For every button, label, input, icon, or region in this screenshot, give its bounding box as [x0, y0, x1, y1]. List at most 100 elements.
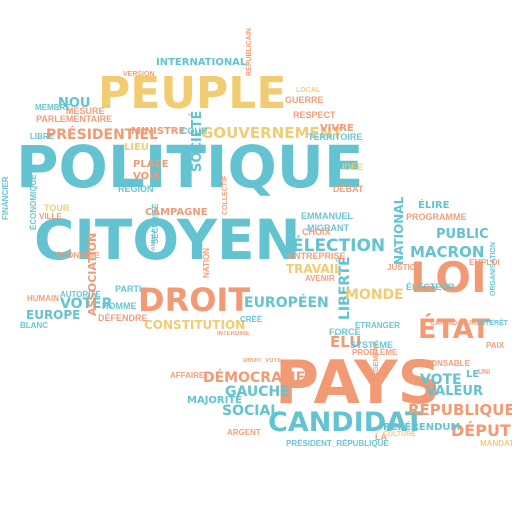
word-macron: MACRON: [410, 243, 485, 261]
word-cree: CRÉÉ: [240, 315, 263, 324]
word-respect: RESPECT: [293, 110, 336, 120]
word-republique: RÉPUBLIQUE: [408, 401, 512, 419]
word-election: ÉLECTION: [292, 236, 386, 256]
word-gouvernement: GOUVERNEMENT: [201, 124, 343, 142]
word-president-republique: PRÉSIDENT_RÉPUBLIQUE: [286, 439, 389, 448]
word-majorite: MAJORITÉ: [187, 395, 242, 406]
word-droit: DROIT: [138, 281, 251, 319]
word-national: NATIONAL: [392, 196, 406, 265]
word-region: RÉGION: [118, 184, 154, 194]
word-nou: NOU: [58, 96, 91, 111]
word-culture: CULTURE: [383, 431, 416, 438]
word-pays: PAYS: [275, 348, 441, 418]
word-gauche: GAUCHE: [225, 384, 290, 400]
word-association: ASSOCIATION: [86, 232, 99, 316]
word-migrant: MIGRANT: [307, 223, 349, 233]
word-citoyen: CITOYEN: [34, 208, 301, 272]
word-uni: UNI: [478, 369, 491, 376]
word-mesure: MESURE: [66, 106, 105, 116]
word-presidentiel: PRÉSIDENTIEL: [46, 127, 159, 143]
word-emploi: EMPLOI: [469, 258, 500, 267]
word-responsable: RESPONSABLE: [409, 359, 470, 368]
word-economie: ÉCONOMIE: [56, 251, 100, 260]
word-affaire: AFFAIRE: [170, 371, 205, 380]
word-defendre: DÉFENDRE: [98, 313, 148, 323]
word-lieu: LIEU: [124, 142, 150, 153]
word-homme: HOMME: [102, 301, 137, 311]
word-ministre: MINISTRE: [131, 126, 186, 137]
word-parti: PARTI: [115, 284, 142, 294]
word-referendum: RÉFÉRENDUM: [383, 422, 461, 433]
word-elu: ÉLU: [330, 333, 362, 351]
word-etranger: ÉTRANGER: [355, 321, 400, 330]
word-republicain: RÉPUBLICAIN: [246, 28, 253, 76]
word-interet: INTÉRÊT: [478, 320, 508, 327]
word-local: LOCAL: [296, 87, 321, 94]
word-paix: PAIX: [486, 341, 505, 350]
word-organisation: ORGANISATION: [490, 242, 497, 296]
word-voix: VOIX: [133, 171, 161, 182]
word-entreprise: ENTREPRISE: [288, 251, 346, 261]
word-voter: VOTER: [60, 296, 113, 312]
word-electeur: ÉLECTEUR: [406, 282, 455, 292]
word-programme: PROGRAMME: [406, 212, 467, 222]
word-autorite: AUTORITÉ: [60, 290, 101, 299]
word-nation: NATION: [202, 247, 211, 278]
word-place: PLACE: [133, 159, 169, 170]
word-loi: LOI: [410, 253, 487, 302]
word-membre: MEMBRE: [35, 103, 71, 112]
word-social: SOCIAL: [222, 403, 280, 419]
word-justice: JUSTICE: [387, 263, 421, 272]
word-interdire: INTERDIRE: [217, 331, 250, 337]
word-parlementaire: PARLEMENTAIRE: [36, 114, 113, 124]
word-mandat: MANDAT: [480, 439, 512, 448]
word-valeur: VALEUR: [426, 384, 483, 399]
word-idee: IDÉE: [342, 162, 364, 172]
word-avenir: AVENIR: [305, 274, 335, 283]
word-guerre: GUERRE: [285, 95, 324, 105]
word-ville: VILLE: [39, 212, 62, 221]
word-etat: ÉTAT: [418, 314, 490, 345]
word-international: INTERNATIONAL: [156, 57, 247, 68]
word-candidature: CANDIDATURE: [430, 320, 481, 327]
word-probleme: PROBLÈME: [352, 348, 398, 357]
word-libre: LIBRE: [30, 132, 54, 141]
word-europe: EUROPE: [26, 308, 81, 322]
word-campagne: CAMPAGNE: [145, 207, 208, 218]
word-monde: MONDE: [345, 287, 404, 303]
word-force: FORCE: [329, 327, 361, 337]
word-societe: SOCIÉTÉ: [190, 110, 205, 172]
word-debat: DÉBAT: [333, 184, 364, 194]
word-humain: HUMAIN: [27, 294, 59, 303]
word-argent: ARGENT: [227, 428, 261, 437]
word-territoire: TERRITOIRE: [308, 132, 363, 142]
word-cour: COUR: [181, 126, 208, 136]
word-vote: VOTE: [420, 372, 462, 388]
word-depute: DÉPUTÉ: [451, 421, 512, 440]
word-tour: TOUR: [44, 203, 70, 213]
word-blanc: BLANC: [20, 321, 48, 330]
word-public: PUBLIC: [436, 227, 489, 242]
word-engagement: ENGAGEMENT: [373, 341, 380, 392]
word-famille: FAMILLE: [151, 228, 157, 254]
word-politique: POLITIQUE: [16, 133, 364, 201]
word-democratie: DÉMOCRATIE: [203, 370, 306, 386]
word-economique: ÉCONOMIQUE: [29, 174, 38, 230]
word-constitution: CONSTITUTION: [144, 318, 246, 332]
word-candidat: CANDIDAT: [268, 407, 424, 438]
word-financier: FINANCIER: [1, 176, 10, 220]
word-la: LA: [375, 432, 387, 442]
word-droit-vote: DROIT_VOTE: [243, 358, 282, 364]
word-travail: TRAVAIL: [286, 262, 342, 276]
word-collectif: COLLECTIF: [222, 175, 229, 215]
word-version: VERSION: [123, 71, 155, 78]
word-le: LE: [466, 369, 480, 380]
word-systeme: SYSTÈME: [350, 340, 394, 350]
word-emmanuel: EMMANUEL: [301, 211, 353, 221]
word-peuple: PEUPLE: [98, 68, 287, 119]
word-choix: CHOIX: [302, 227, 331, 237]
word-vivre: VIVRE: [320, 123, 354, 134]
word-elire: ÉLIRE: [418, 200, 450, 211]
word-europeen: EUROPÉEN: [244, 295, 329, 311]
